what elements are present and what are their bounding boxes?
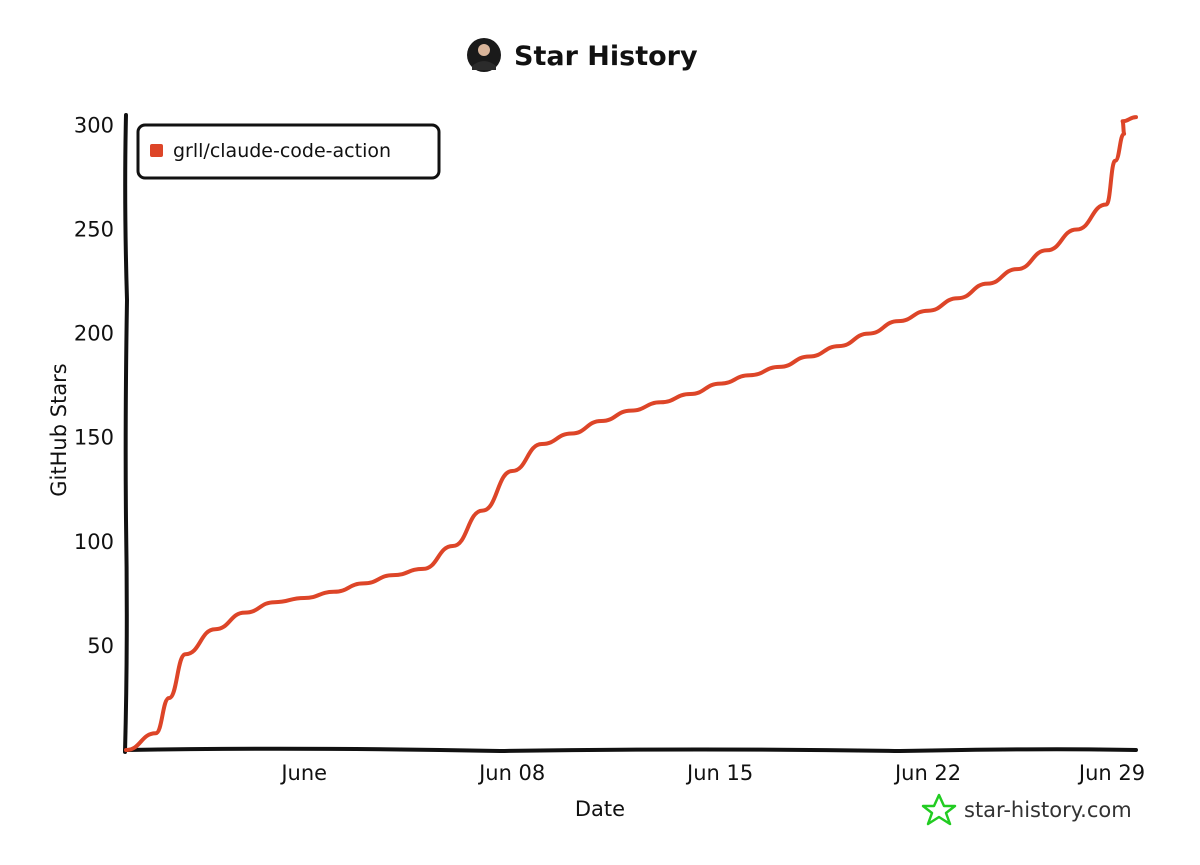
y-tick-label: 100 [74, 530, 114, 554]
y-tick-label: 150 [74, 426, 114, 450]
x-tick-label: June [279, 761, 327, 785]
y-tick-label: 50 [87, 634, 114, 658]
watermark-text: star-history.com [964, 798, 1132, 822]
legend-box [136, 123, 441, 180]
x-tick-label: Jun 15 [685, 761, 753, 785]
star-outline-icon [921, 793, 957, 826]
x-axis-ticks: June Jun 08 Jun 15 Jun 22 Jun 29 [279, 761, 1145, 785]
y-axis-label: GitHub Stars [47, 363, 71, 496]
x-tick-label: Jun 29 [1077, 761, 1145, 785]
chart-title: Star History [514, 41, 698, 72]
legend-swatch [150, 144, 163, 157]
x-axis-label: Date [575, 797, 625, 821]
y-tick-label: 300 [74, 113, 114, 137]
x-tick-label: Jun 22 [893, 761, 961, 785]
watermark: star-history.com [921, 793, 1132, 826]
legend-label: grll/claude-code-action [173, 140, 391, 162]
axes [123, 113, 1138, 754]
user-avatar-icon [467, 38, 501, 72]
legend: grll/claude-code-action [136, 123, 441, 180]
series-line-grll-claude-code-action [124, 115, 1138, 752]
x-tick-label: Jun 08 [477, 761, 545, 785]
y-tick-label: 250 [74, 218, 114, 242]
y-tick-label: 200 [74, 322, 114, 346]
chart-header: Star History [467, 38, 698, 72]
y-axis-ticks: 50 100 150 200 250 300 [74, 113, 114, 657]
y-axis-line [123, 113, 130, 754]
x-axis-line [123, 746, 1138, 754]
